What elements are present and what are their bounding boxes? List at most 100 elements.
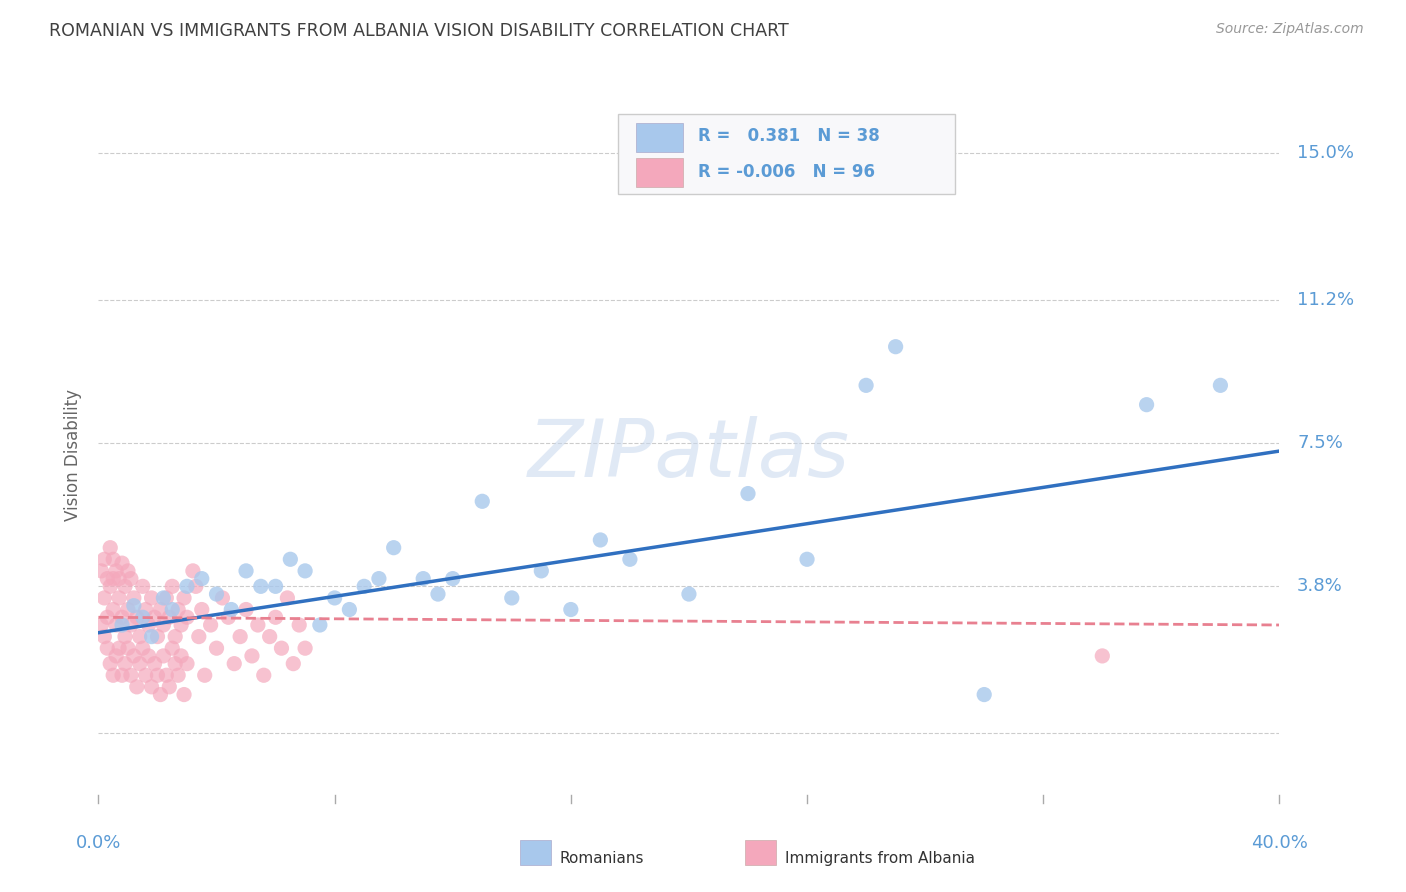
Text: 40.0%: 40.0% — [1251, 834, 1308, 852]
Point — [368, 572, 391, 586]
Point — [427, 587, 450, 601]
Point — [1209, 378, 1232, 392]
Text: 7.5%: 7.5% — [1298, 434, 1343, 452]
Text: 3.8%: 3.8% — [1298, 577, 1343, 595]
Point — [143, 657, 166, 671]
Point — [165, 630, 187, 644]
Point — [103, 602, 125, 616]
Point — [152, 618, 174, 632]
Point — [217, 610, 239, 624]
Point — [128, 630, 150, 644]
Point — [93, 630, 115, 644]
Point — [240, 648, 263, 663]
Point — [122, 591, 145, 605]
Point — [560, 602, 582, 616]
Point — [855, 378, 877, 392]
Point — [191, 572, 214, 586]
Point — [194, 668, 217, 682]
Point — [219, 602, 242, 616]
Point — [132, 610, 155, 624]
Point — [589, 533, 612, 547]
Point — [200, 618, 222, 632]
Point — [152, 648, 174, 663]
Point — [264, 579, 287, 593]
Point — [162, 602, 183, 616]
Point — [96, 610, 118, 624]
Text: Source: ZipAtlas.com: Source: ZipAtlas.com — [1216, 22, 1364, 37]
Point — [412, 572, 434, 586]
Point — [205, 587, 228, 601]
Point — [98, 579, 121, 593]
Point — [211, 591, 233, 605]
Point — [93, 591, 115, 605]
Point — [264, 610, 287, 624]
Point — [678, 587, 700, 601]
Text: ZIPatlas: ZIPatlas — [527, 416, 851, 494]
Point — [288, 618, 311, 632]
Text: Romanians: Romanians — [560, 851, 644, 865]
Point — [181, 564, 204, 578]
Point — [135, 602, 157, 616]
Point — [114, 630, 136, 644]
Point — [132, 579, 155, 593]
Point — [141, 591, 163, 605]
Point — [90, 564, 112, 578]
Point — [253, 668, 276, 682]
Point — [114, 657, 136, 671]
Bar — [636, 123, 683, 153]
Point — [93, 552, 115, 566]
Point — [98, 657, 121, 671]
Point — [176, 610, 198, 624]
Text: R = -0.006   N = 96: R = -0.006 N = 96 — [699, 163, 876, 181]
Point — [138, 648, 160, 663]
Point — [111, 556, 134, 570]
Point — [250, 579, 273, 593]
Text: Immigrants from Albania: Immigrants from Albania — [785, 851, 974, 865]
Point — [105, 648, 128, 663]
Point — [155, 591, 177, 605]
Point — [167, 668, 190, 682]
Point — [141, 630, 163, 644]
Text: ROMANIAN VS IMMIGRANTS FROM ALBANIA VISION DISABILITY CORRELATION CHART: ROMANIAN VS IMMIGRANTS FROM ALBANIA VISI… — [49, 22, 789, 40]
Point — [149, 602, 172, 616]
Text: R =   0.381   N = 38: R = 0.381 N = 38 — [699, 128, 880, 145]
Point — [187, 630, 209, 644]
Point — [191, 602, 214, 616]
Point — [96, 641, 118, 656]
Point — [884, 340, 907, 354]
Point — [270, 641, 292, 656]
Point — [105, 564, 128, 578]
Point — [111, 668, 134, 682]
Y-axis label: Vision Disability: Vision Disability — [65, 389, 83, 521]
Point — [471, 494, 494, 508]
Point — [122, 599, 145, 613]
Point — [103, 572, 125, 586]
Point — [117, 602, 139, 616]
Point — [167, 602, 190, 616]
Point — [108, 591, 131, 605]
Point — [170, 618, 193, 632]
Point — [173, 591, 195, 605]
Text: 0.0%: 0.0% — [76, 834, 121, 852]
Point — [283, 657, 305, 671]
Point — [162, 579, 183, 593]
Point — [108, 641, 131, 656]
Point — [259, 630, 281, 644]
Point — [105, 618, 128, 632]
Point — [103, 552, 125, 566]
Point — [90, 618, 112, 632]
Point — [737, 486, 759, 500]
Point — [278, 552, 302, 566]
Point — [125, 610, 148, 624]
Point — [157, 680, 180, 694]
Point — [132, 641, 155, 656]
Point — [973, 688, 995, 702]
Point — [1135, 398, 1157, 412]
Point — [103, 668, 125, 682]
Point — [135, 668, 157, 682]
Point — [530, 564, 553, 578]
Point — [176, 579, 198, 593]
Point — [337, 602, 360, 616]
Point — [120, 572, 142, 586]
FancyBboxPatch shape — [619, 114, 955, 194]
